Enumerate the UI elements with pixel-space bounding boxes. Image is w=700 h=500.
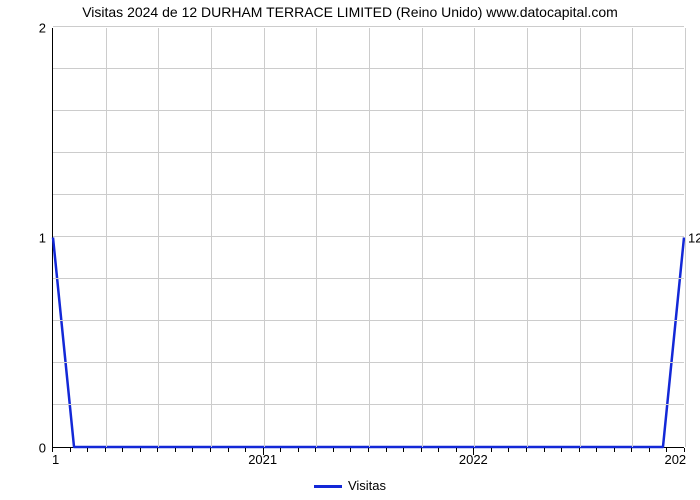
x-tick-minor xyxy=(245,448,246,452)
x-tick-minor xyxy=(210,448,211,452)
x-tick-minor xyxy=(280,448,281,452)
x-tick-minor xyxy=(438,448,439,452)
gridline-v xyxy=(316,28,317,447)
x-corner-label: 1 xyxy=(52,452,59,467)
x-tick-label: 2022 xyxy=(459,452,488,467)
y2-tick-label: 12 xyxy=(688,231,700,246)
x-tick-minor xyxy=(386,448,387,452)
x-tick-minor xyxy=(403,448,404,452)
x-tick-minor xyxy=(122,448,123,452)
x-tick-minor xyxy=(105,448,106,452)
x-tick-minor xyxy=(228,448,229,452)
x-tick-minor xyxy=(579,448,580,452)
x-tick-minor xyxy=(631,448,632,452)
x-tick-minor xyxy=(368,448,369,452)
gridline-v xyxy=(211,28,212,447)
plot-area xyxy=(52,28,684,448)
x-tick-minor xyxy=(561,448,562,452)
x-tick-minor xyxy=(333,448,334,452)
y-tick-label: 2 xyxy=(6,21,46,36)
legend-swatch xyxy=(314,485,342,488)
legend: Visitas xyxy=(0,478,700,493)
gridline-v xyxy=(632,28,633,447)
gridline-v xyxy=(527,28,528,447)
x-tick-label: 2021 xyxy=(248,452,277,467)
x-tick-minor xyxy=(491,448,492,452)
y-tick-label: 0 xyxy=(6,441,46,456)
chart-title: Visitas 2024 de 12 DURHAM TERRACE LIMITE… xyxy=(0,4,700,20)
x-tick-minor xyxy=(140,448,141,452)
gridline-v xyxy=(685,28,686,447)
gridline-v xyxy=(158,28,159,447)
x-tick-minor xyxy=(544,448,545,452)
x-tick-minor xyxy=(175,448,176,452)
gridline-v xyxy=(474,28,475,447)
chart-root: Visitas 2024 de 12 DURHAM TERRACE LIMITE… xyxy=(0,0,700,500)
x-tick-minor xyxy=(596,448,597,452)
gridline-v xyxy=(422,28,423,447)
legend-label: Visitas xyxy=(348,478,386,493)
x-tick-minor xyxy=(421,448,422,452)
x-tick-minor xyxy=(70,448,71,452)
x-right-label: 202 xyxy=(664,452,686,467)
x-tick-minor xyxy=(526,448,527,452)
x-tick-minor xyxy=(192,448,193,452)
x-tick-minor xyxy=(315,448,316,452)
x-tick-minor xyxy=(350,448,351,452)
gridline-v xyxy=(106,28,107,447)
x-tick-minor xyxy=(87,448,88,452)
x-tick-minor xyxy=(649,448,650,452)
x-tick-minor xyxy=(157,448,158,452)
x-tick-minor xyxy=(614,448,615,452)
gridline-h xyxy=(53,26,684,27)
gridline-v xyxy=(369,28,370,447)
y-tick-label: 1 xyxy=(6,231,46,246)
x-tick-minor xyxy=(456,448,457,452)
gridline-v xyxy=(580,28,581,447)
gridline-v xyxy=(264,28,265,447)
x-tick-minor xyxy=(508,448,509,452)
x-tick-minor xyxy=(298,448,299,452)
x-tick-minor xyxy=(52,448,53,452)
